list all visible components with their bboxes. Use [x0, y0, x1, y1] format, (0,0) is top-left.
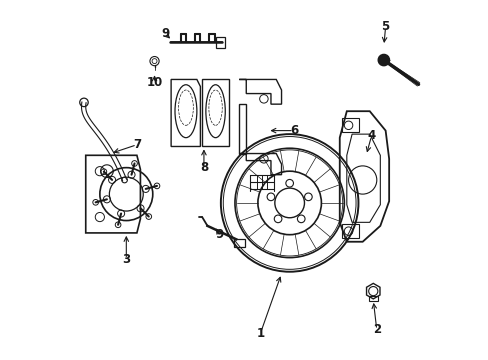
- Text: 2: 2: [372, 323, 380, 337]
- Circle shape: [377, 54, 389, 66]
- Text: 8: 8: [200, 161, 207, 174]
- Text: 3: 3: [122, 253, 130, 266]
- Text: 9: 9: [215, 228, 224, 241]
- Text: 7: 7: [133, 138, 141, 151]
- Text: 10: 10: [146, 76, 163, 90]
- Text: 9: 9: [161, 27, 169, 40]
- Bar: [341, 118, 358, 132]
- Text: 1: 1: [256, 327, 264, 340]
- Bar: [368, 296, 377, 301]
- Polygon shape: [366, 283, 379, 299]
- Text: 5: 5: [381, 20, 389, 33]
- Bar: [216, 37, 224, 48]
- Text: 6: 6: [289, 124, 297, 137]
- Bar: [341, 224, 358, 238]
- Text: 4: 4: [366, 129, 375, 143]
- Bar: [234, 239, 244, 247]
